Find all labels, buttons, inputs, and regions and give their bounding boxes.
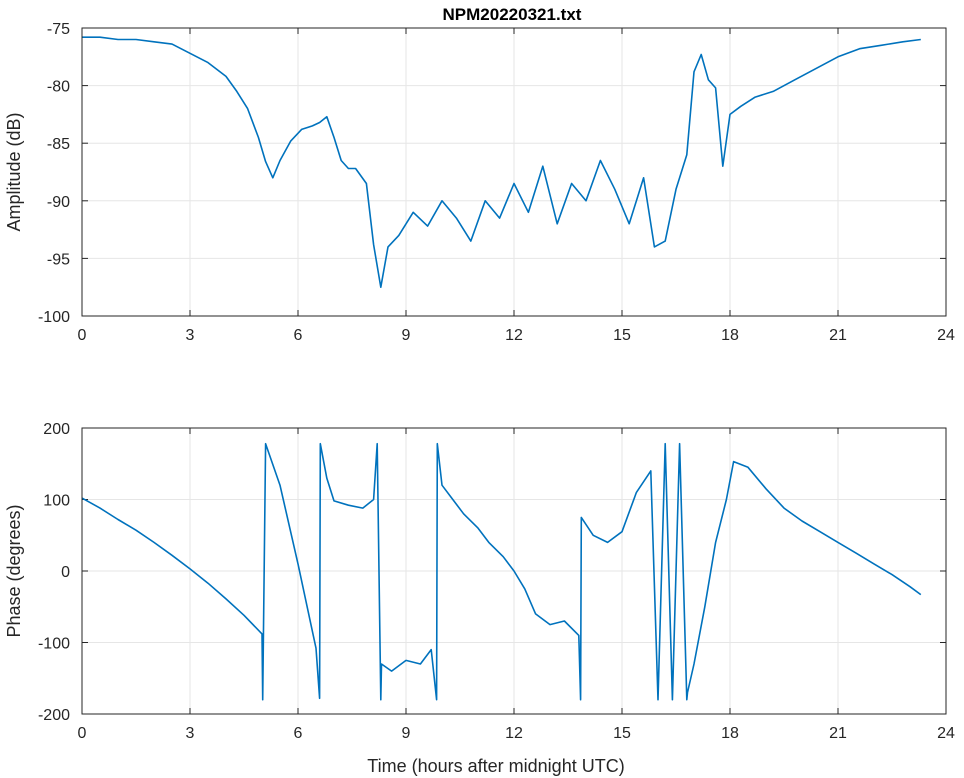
phase-y-tick-label: 200 [43,421,70,438]
amplitude-x-tick-label: 6 [294,327,303,344]
amplitude-y-tick-label: -95 [47,251,70,268]
amplitude-y-tick-label: -90 [47,194,70,211]
phase-y-tick-label: -100 [38,636,70,653]
chart-title: NPM20220321.txt [443,5,582,24]
amplitude-y-tick-label: -100 [38,309,70,326]
phase-x-tick-label: 15 [613,725,631,742]
amplitude-x-tick-label: 3 [186,327,195,344]
phase-y-tick-label: -200 [38,707,70,724]
phase-x-tick-label: 0 [78,725,87,742]
phase-x-tick-label: 24 [937,725,955,742]
phase-y-tick-label: 100 [43,493,70,510]
phase-x-tick-label: 9 [402,725,411,742]
phase-x-tick-label: 21 [829,725,847,742]
amplitude-y-tick-label: -80 [47,79,70,96]
amplitude-x-tick-label: 9 [402,327,411,344]
phase-series-line [81,442,922,701]
phase-x-tick-label: 12 [505,725,523,742]
amplitude-y-axis-label: Amplitude (dB) [4,112,24,231]
amplitude-y-tick-label: -75 [47,21,70,38]
phase-y-axis-label: Phase (degrees) [4,504,24,637]
phase-x-tick-label: 18 [721,725,739,742]
x-axis-label: Time (hours after midnight UTC) [367,756,624,776]
amplitude-x-tick-label: 12 [505,327,523,344]
amplitude-y-tick-label: -85 [47,136,70,153]
phase-axes-frame [81,427,947,715]
amplitude-x-tick-label: 24 [937,327,955,344]
amplitude-x-tick-label: 18 [721,327,739,344]
amplitude-x-tick-label: 0 [78,327,87,344]
amplitude-series-line [82,36,921,289]
phase-panel: 0 3 6 9 12 15 18 21 24 200 100 0 -100 -200 Phase (degr… [4,421,955,742]
amplitude-panel: 0 3 6 9 12 15 18 21 24 -75 -80 -85 -90 -95 -100 Amplitu… [4,21,955,344]
amplitude-x-tick-label: 15 [613,327,631,344]
phase-y-tick-label: 0 [61,564,70,581]
amplitude-x-tick-label: 21 [829,327,847,344]
phase-x-tick-label: 6 [294,725,303,742]
phase-x-tick-label: 3 [186,725,195,742]
amplitude-axes-frame [81,27,947,317]
